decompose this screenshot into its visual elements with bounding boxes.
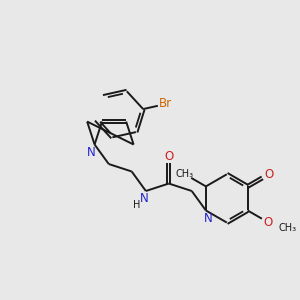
Text: CH₃: CH₃ [175,169,193,179]
Text: O: O [263,216,273,229]
Text: N: N [140,192,149,205]
Text: H: H [134,200,141,210]
Text: N: N [86,146,95,159]
Text: CH₃: CH₃ [278,223,297,233]
Text: N: N [204,212,213,225]
Text: Br: Br [159,98,172,110]
Text: O: O [264,168,273,181]
Text: O: O [164,151,173,164]
